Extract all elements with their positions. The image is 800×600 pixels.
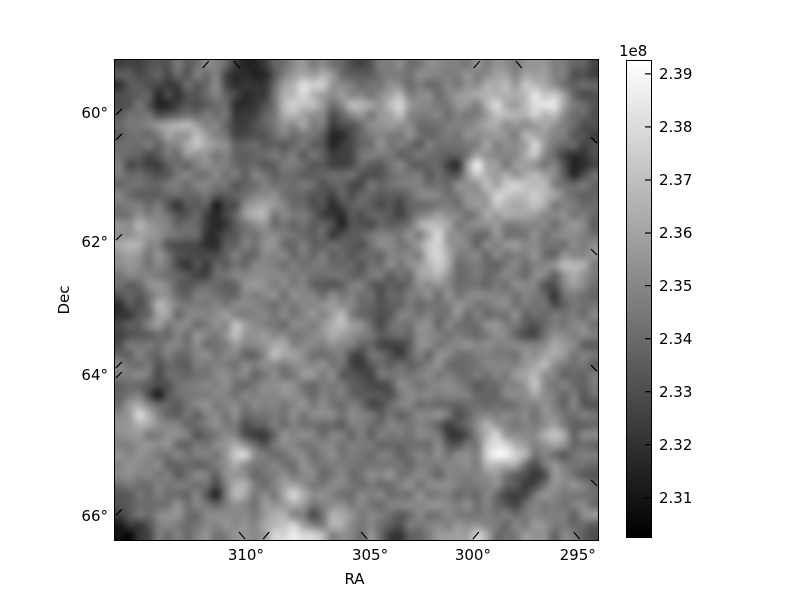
x-tick-label: 305° <box>351 546 389 564</box>
colorbar-gradient <box>626 60 652 538</box>
colorbar-tick-label: 2.37 <box>659 170 693 189</box>
x-tick-label: 310° <box>227 546 264 564</box>
colorbar-tick-label: 2.34 <box>659 329 693 348</box>
y-tick-label: 64° <box>81 365 108 384</box>
colorbar-tick-label: 2.36 <box>659 223 693 242</box>
y-tick-label: 62° <box>81 232 108 251</box>
colorbar-tick-label: 2.33 <box>659 382 693 401</box>
x-tick-label: 300° <box>454 546 491 564</box>
colorbar-tick-label: 2.32 <box>659 435 693 454</box>
colorbar-tick-label: 2.31 <box>659 488 693 507</box>
colorbar-tick-label: 2.38 <box>659 117 693 136</box>
colorbar-tick-label: 2.35 <box>659 276 693 295</box>
y-tick-label: 60° <box>81 103 108 122</box>
colorbar-offset-label: 1e8 <box>619 42 648 60</box>
y-tick-label: 66° <box>81 506 108 525</box>
colorbar-tick-label: 2.39 <box>659 64 693 83</box>
x-tick-label: 295° <box>559 546 596 564</box>
heatmap-image <box>115 60 598 540</box>
y-axis-title: Dec <box>55 285 73 315</box>
x-axis-title: RA <box>344 570 365 588</box>
